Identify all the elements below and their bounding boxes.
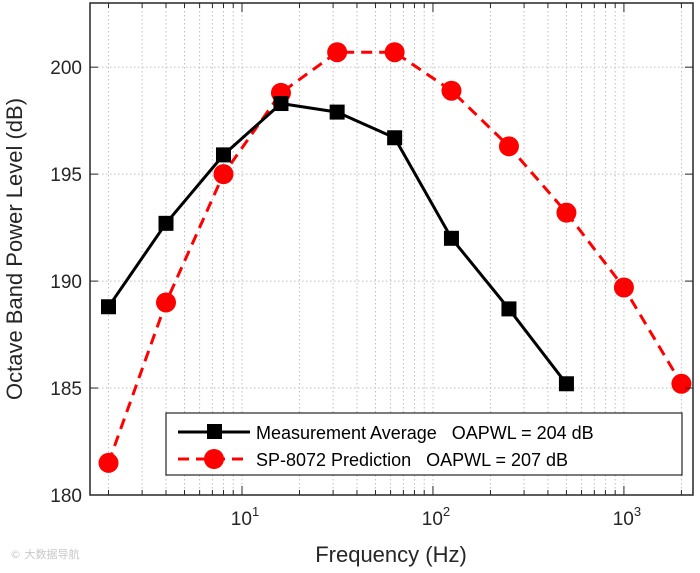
data-point <box>101 299 117 315</box>
data-point <box>329 104 345 120</box>
data-point <box>556 202 577 223</box>
legend-marker-measurement <box>207 424 222 439</box>
y-tick-label: 195 <box>50 165 82 186</box>
data-point <box>327 42 348 63</box>
legend-marker-prediction <box>204 449 224 469</box>
data-point <box>384 42 405 63</box>
data-point <box>155 292 176 313</box>
legend-label-prediction: SP-8072 Prediction OAPWL = 207 dB <box>256 450 568 470</box>
data-point <box>498 136 519 157</box>
series-layer <box>98 42 692 473</box>
ticks <box>90 3 693 496</box>
data-point <box>501 301 517 317</box>
y-tick-label: 185 <box>50 379 82 400</box>
y-tick-labels: 180 185 190 195 200 <box>50 58 82 507</box>
y-tick-label: 200 <box>50 58 82 79</box>
y-axis-label: Octave Band Power Level (dB) <box>2 98 27 400</box>
data-point <box>558 376 574 392</box>
data-point <box>98 452 119 473</box>
y-tick-label: 190 <box>50 272 82 293</box>
x-tick-label: 101 <box>231 504 259 530</box>
legend-box <box>165 412 683 476</box>
data-point <box>443 230 459 246</box>
data-point <box>671 373 692 394</box>
x-axis-label: Frequency (Hz) <box>315 542 467 567</box>
data-point <box>215 147 231 163</box>
legend: Measurement Average OAPWL = 204 dB SP-80… <box>165 412 683 476</box>
x-tick-label: 103 <box>613 504 641 530</box>
series-measurement-average <box>101 96 574 392</box>
legend-label-measurement: Measurement Average OAPWL = 204 dB <box>256 423 594 443</box>
x-tick-label: 102 <box>422 504 450 530</box>
plot-frame <box>89 2 694 496</box>
data-point <box>273 96 289 112</box>
y-tick-label: 180 <box>50 486 82 507</box>
watermark: © 大数据导航 <box>10 548 80 561</box>
data-point <box>158 215 174 231</box>
x-tick-labels: 101 102 103 <box>231 504 641 530</box>
data-point <box>441 80 462 101</box>
data-point <box>613 277 634 298</box>
data-point <box>213 164 234 185</box>
data-point <box>387 130 403 146</box>
